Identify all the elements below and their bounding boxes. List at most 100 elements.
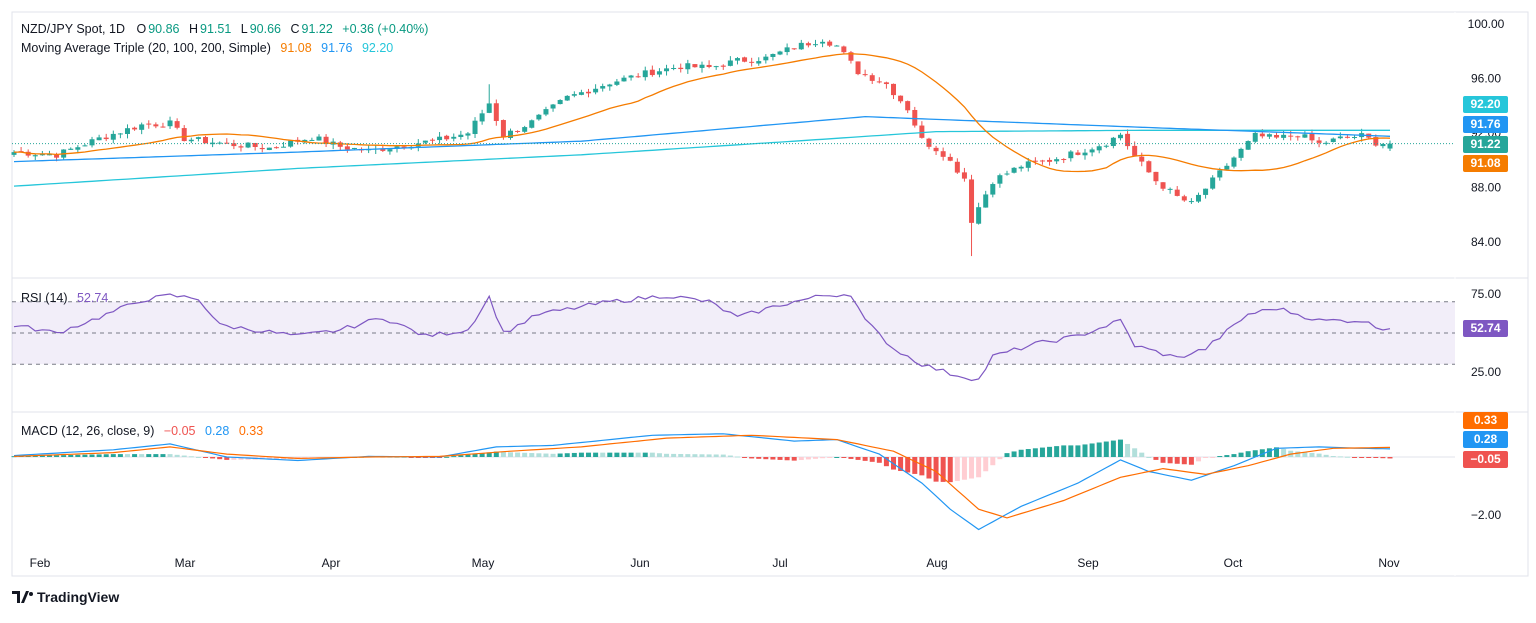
macd-hist-bar <box>210 457 216 459</box>
candle-body <box>160 126 166 128</box>
candle <box>720 64 726 70</box>
candle-body <box>671 68 677 70</box>
candle-body <box>231 143 237 147</box>
macd-hist-bar <box>1380 457 1386 459</box>
macd-hist-bar <box>954 457 960 481</box>
candle <box>117 133 123 139</box>
macd-hist-bar <box>110 454 116 457</box>
macd-hist-bar <box>465 454 471 457</box>
candle-body <box>784 47 790 53</box>
candle <box>798 39 804 50</box>
macd-hist-bar <box>1181 457 1187 465</box>
candle-body <box>777 51 783 55</box>
candle-body <box>1096 146 1102 151</box>
candle <box>1373 134 1379 147</box>
price-pane <box>11 39 1455 257</box>
candle-body <box>451 136 457 139</box>
candle-body <box>642 70 648 78</box>
candle <box>635 73 641 78</box>
macd-hist-bar <box>784 457 790 461</box>
candle-body <box>110 133 116 140</box>
macd-hist-bar <box>1231 454 1237 457</box>
macd-hist-bar <box>898 457 904 472</box>
candle <box>898 95 904 104</box>
ma100-line <box>13 115 1391 163</box>
candle-body <box>1054 159 1060 162</box>
candle-body <box>266 147 272 151</box>
candle <box>68 147 74 150</box>
macd-hist-bar <box>961 457 967 480</box>
candle-body <box>1295 136 1301 138</box>
candle <box>1238 147 1244 161</box>
candle <box>1352 135 1358 140</box>
macd-hist-bar <box>75 454 81 457</box>
candle <box>1082 148 1088 160</box>
macd-hist-bar <box>472 453 478 457</box>
macd-hist-bar <box>1103 441 1109 457</box>
y-tick-84.00: 84.00 <box>1471 235 1501 249</box>
candle <box>1252 131 1258 144</box>
candle-body <box>479 113 485 122</box>
candle-body <box>1344 136 1350 138</box>
candle-body <box>1075 152 1081 155</box>
open-label: O <box>136 22 147 36</box>
macd-hist-bar <box>586 452 592 457</box>
candle-body <box>983 194 989 208</box>
candle-body <box>1025 161 1031 168</box>
tradingview-footer[interactable]: TradingView <box>12 589 119 605</box>
ma20-line <box>14 53 1391 173</box>
macd-hist-bar <box>883 457 889 467</box>
macd-hist-bar <box>933 457 939 482</box>
macd-hist-bar <box>1337 456 1343 458</box>
candle-body <box>117 133 123 135</box>
candle <box>855 61 861 76</box>
macd-hist-bar <box>124 454 130 457</box>
candle <box>1039 159 1045 165</box>
macd-hist-bar <box>515 452 521 457</box>
macd-hist-bar <box>1004 453 1010 457</box>
candle <box>933 145 939 156</box>
grid-layer <box>11 11 1529 577</box>
candle <box>507 128 513 140</box>
x-tick-oct: Oct <box>1224 556 1243 570</box>
candle <box>153 122 159 129</box>
candle <box>124 124 130 139</box>
macd-hist-bar <box>1323 454 1329 457</box>
macd-hist-bar <box>146 454 152 457</box>
macd-hist-bar <box>543 453 549 457</box>
candle <box>536 113 542 121</box>
candle <box>919 121 925 139</box>
macd-hist-bar <box>777 457 783 460</box>
macd-hist-bar <box>564 453 570 457</box>
candle <box>486 84 492 114</box>
candle-body <box>685 63 691 70</box>
macd-hist-bar <box>869 457 875 462</box>
macd-hist-bar <box>1146 457 1152 458</box>
candle <box>805 41 811 48</box>
candle-body <box>855 61 861 75</box>
macd-hist-bar <box>671 453 677 457</box>
ma20-value: 91.08 <box>280 41 312 55</box>
candle <box>96 134 102 141</box>
candle <box>699 61 705 73</box>
candle <box>883 81 889 89</box>
macd-hist-bar <box>238 457 244 460</box>
candle <box>678 63 684 73</box>
candle-body <box>1039 160 1045 162</box>
candle <box>1224 163 1230 171</box>
macd-hist-bar <box>1302 452 1308 457</box>
macd-hist-bar <box>855 457 861 460</box>
macd-hist-bar <box>727 455 733 457</box>
macd-hist-bar <box>401 457 407 458</box>
macd-pane <box>11 433 1455 531</box>
candle <box>1068 150 1074 162</box>
candle-body <box>749 61 755 63</box>
candle <box>493 99 499 126</box>
candle-body <box>919 125 925 138</box>
candle <box>642 66 648 81</box>
candle <box>1380 143 1386 149</box>
x-tick-jul: Jul <box>772 556 787 570</box>
candle <box>1075 149 1081 156</box>
